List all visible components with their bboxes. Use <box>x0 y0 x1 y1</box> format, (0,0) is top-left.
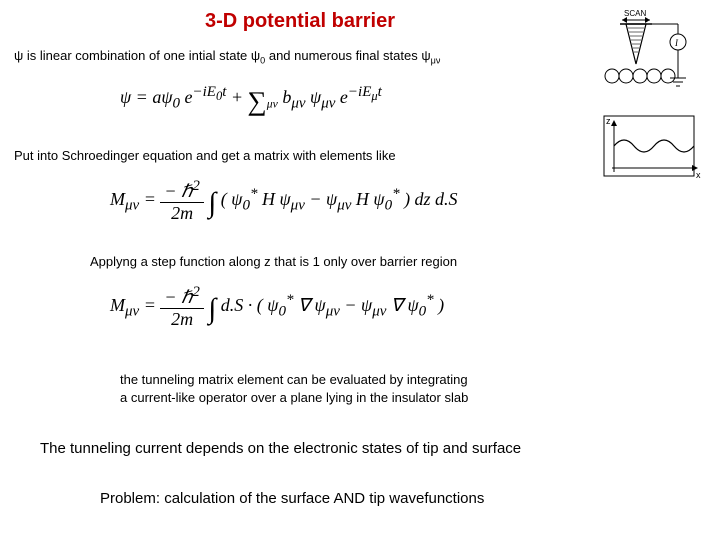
intro-line: ψ is linear combination of one intial st… <box>14 48 440 66</box>
eq3-rhs: ∫ d.S · ( ψ0* ∇ ψμν − ψμν ∇ ψ0* ) <box>208 295 444 315</box>
line3-text: Applyng a step function along z that is … <box>90 254 457 269</box>
line6-text: Problem: calculation of the surface AND … <box>100 490 484 507</box>
equation-psi: ψ = aψ0 e−iE0t + ∑μν bμν ψμν e−iEμt <box>120 84 382 117</box>
intro-mid: and numerous final states ψ <box>265 48 430 63</box>
stm-diagram: SCAN I <box>600 6 710 186</box>
equation-m1: Mμν = − ℏ2 2m ∫ ( ψ0* H ψμν − ψμν H ψ0* … <box>110 178 458 224</box>
line5-text: The tunneling current depends on the ele… <box>40 440 521 457</box>
problem-line: Problem: calculation of the surface AND … <box>100 490 484 507</box>
line4b-text: a current-like operator over a plane lyi… <box>120 390 468 405</box>
equation-m2: Mμν = − ℏ2 2m ∫ d.S · ( ψ0* ∇ ψμν − ψμν … <box>110 284 444 330</box>
schroedinger-line: Put into Schroedinger equation and get a… <box>14 148 396 163</box>
ammeter-label: I <box>674 38 679 48</box>
step-function-line: Applyng a step function along z that is … <box>90 254 457 269</box>
eq2-rhs: ∫ ( ψ0* H ψμν − ψμν H ψ0* ) dz d.S <box>208 189 457 209</box>
line4a-text: the tunneling matrix element can be eval… <box>120 372 468 387</box>
eq3-lhs: Mμν = <box>110 295 160 315</box>
eq2-frac-bot: 2m <box>160 203 204 224</box>
explain-line-a: the tunneling matrix element can be eval… <box>120 372 468 387</box>
intro-sub2: μν <box>431 56 441 66</box>
intro-prefix: ψ is linear combination of one intial st… <box>14 48 260 63</box>
eq3-frac-bot: 2m <box>160 309 204 330</box>
scan-label: SCAN <box>624 9 646 18</box>
slide-title: 3-D potential barrier <box>0 10 600 33</box>
line2-text: Put into Schroedinger equation and get a… <box>14 148 396 163</box>
eq2-frac-top: − ℏ2 <box>160 178 204 203</box>
eq3-frac-top: − ℏ2 <box>160 284 204 309</box>
explain-line-b: a current-like operator over a plane lyi… <box>120 390 468 405</box>
eq2-lhs: Mμν = <box>110 189 160 209</box>
conclusion-line: The tunneling current depends on the ele… <box>40 440 521 457</box>
eq1-content: ψ = aψ0 e−iE0t + ∑μν bμν ψμν e−iEμt <box>120 87 382 107</box>
z-axis-label: z <box>606 116 611 126</box>
title-text: 3-D potential barrier <box>205 10 395 32</box>
x-axis-label: x <box>696 170 701 180</box>
